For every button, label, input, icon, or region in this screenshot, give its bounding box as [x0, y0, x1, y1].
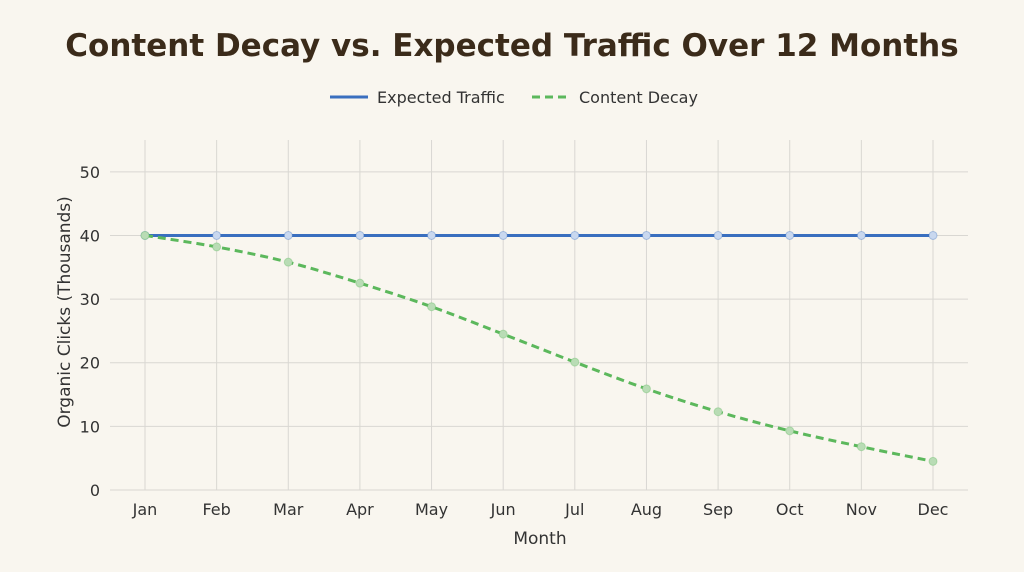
data-point-content-decay [785, 426, 795, 436]
x-tick-label: Apr [346, 500, 374, 519]
data-point-content-decay [427, 302, 437, 312]
data-point-expected-traffic [355, 230, 365, 240]
x-tick-label: Dec [918, 500, 949, 519]
x-tick-label: Feb [202, 500, 230, 519]
data-point-content-decay [641, 384, 651, 394]
data-point-expected-traffic [283, 230, 293, 240]
y-tick-label: 40 [80, 226, 100, 245]
x-axis-label: Month [513, 529, 566, 549]
legend-label-expected-traffic: Expected Traffic [377, 88, 505, 107]
x-tick-label: May [415, 500, 448, 519]
series [140, 230, 938, 466]
grid [110, 140, 968, 491]
y-axis-label: Organic Clicks (Thousands) [55, 196, 75, 428]
data-point-expected-traffic [713, 230, 723, 240]
chart-title: Content Decay vs. Expected Traffic Over … [65, 28, 958, 64]
data-point-expected-traffic [856, 230, 866, 240]
data-point-content-decay [570, 357, 580, 367]
y-tick-label: 30 [80, 290, 100, 309]
data-point-content-decay [355, 278, 365, 288]
x-tick-label: Sep [703, 500, 733, 519]
data-point-content-decay [140, 230, 150, 240]
y-tick-label: 0 [90, 481, 100, 500]
x-tick-label: Nov [846, 500, 877, 519]
legend-label-content-decay: Content Decay [579, 88, 698, 107]
series-line-content-decay [144, 233, 934, 463]
data-point-expected-traffic [498, 230, 508, 240]
y-tick-label: 20 [80, 354, 100, 373]
data-point-content-decay [856, 442, 866, 452]
x-tick-label: Jun [490, 500, 516, 519]
x-axis-ticks: Jan Feb Mar Apr May Jun Jul Aug Sep Oct Nov Dec [132, 500, 949, 519]
data-point-expected-traffic [785, 230, 795, 240]
x-tick-label: Jul [564, 500, 584, 519]
legend: Expected Traffic Content Decay [330, 88, 698, 107]
y-axis-ticks: 0 10 20 30 40 50 [80, 163, 100, 500]
x-tick-label: Aug [631, 500, 662, 519]
data-point-content-decay [283, 257, 293, 267]
data-point-expected-traffic [570, 230, 580, 240]
data-point-expected-traffic [212, 230, 222, 240]
data-point-expected-traffic [928, 230, 938, 240]
data-point-content-decay [713, 407, 723, 417]
x-tick-label: Oct [776, 500, 804, 519]
y-tick-label: 50 [80, 163, 100, 182]
data-point-content-decay [928, 456, 938, 466]
data-point-expected-traffic [427, 230, 437, 240]
data-point-expected-traffic [641, 230, 651, 240]
data-point-content-decay [498, 329, 508, 339]
x-tick-label: Jan [132, 500, 158, 519]
x-tick-label: Mar [273, 500, 304, 519]
data-point-content-decay [212, 242, 222, 252]
y-tick-label: 10 [80, 417, 100, 436]
